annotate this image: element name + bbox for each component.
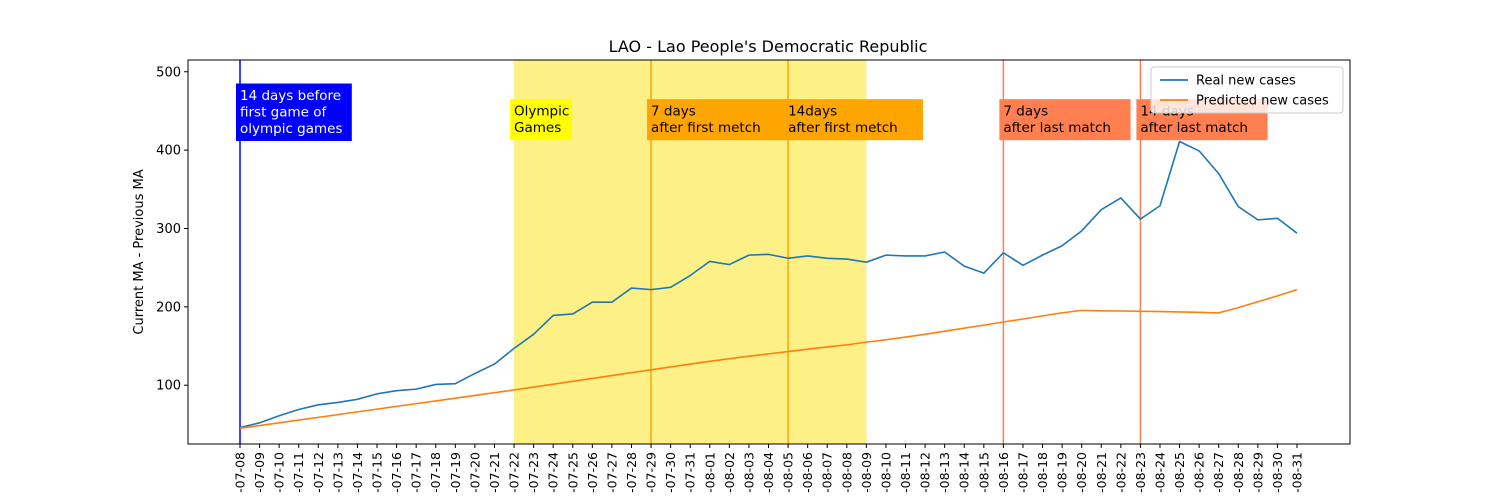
x-tick-label: -07-10: [272, 452, 287, 493]
x-tick-label: -08-31: [1290, 452, 1305, 493]
x-tick-label: -08-14: [957, 452, 972, 493]
annotation-text: Olympic: [514, 104, 569, 120]
x-tick-label: -08-30: [1270, 452, 1285, 493]
x-tick-label: -08-27: [1211, 452, 1226, 493]
x-tick-label: -08-13: [937, 452, 952, 493]
x-tick-label: -07-19: [448, 452, 463, 493]
series-layer: [239, 140, 1298, 430]
annotation-text: after first metch: [788, 120, 898, 136]
x-tick-label: -08-07: [820, 452, 835, 493]
legend-label: Real new cases: [1196, 74, 1296, 89]
annotation-text: 14 days before: [240, 88, 341, 104]
x-tick-label: -08-04: [761, 452, 776, 493]
legend-label: Predicted new cases: [1196, 94, 1329, 109]
annotation-text: 7 days: [651, 104, 696, 120]
x-tick-label: -08-19: [1055, 452, 1070, 493]
x-tick-label: -08-10: [878, 452, 893, 493]
legend: Real new cases Predicted new cases: [1150, 66, 1344, 114]
x-tick-label: -07-27: [604, 452, 619, 493]
y-tick-label: 300: [156, 222, 181, 237]
x-tick-label: -07-11: [291, 452, 306, 493]
annotation-text: 7 days: [1003, 104, 1048, 120]
x-tick-label: -07-31: [683, 452, 698, 493]
x-tick-label: -07-26: [585, 452, 600, 493]
x-tick-label: -08-08: [839, 452, 854, 493]
x-tick-label: -08-09: [859, 452, 874, 493]
x-tick-label: -08-20: [1074, 452, 1089, 493]
x-tick-label: -07-18: [428, 452, 443, 493]
x-tick-label: -08-02: [722, 452, 737, 493]
x-tick-label: -08-05: [781, 452, 796, 493]
x-tick-label: -08-21: [1094, 452, 1109, 493]
x-tick-label: -07-29: [644, 452, 659, 493]
x-tick-label: -07-25: [565, 452, 580, 493]
annotation-background: [784, 99, 923, 141]
x-axis: -07-08 -07-09 -07-10 -07-11 -07-12 -07-13 -07-…: [233, 444, 1305, 493]
x-tick-label: -08-18: [1035, 452, 1050, 493]
x-tick-label: -07-22: [507, 452, 522, 493]
x-tick-label: -08-23: [1133, 452, 1148, 493]
x-tick-label: -08-16: [996, 452, 1011, 493]
annotation-text: first game of: [240, 105, 328, 121]
x-tick-label: -07-13: [330, 452, 345, 493]
y-tick-label: 500: [156, 65, 181, 80]
series-line-real-new-cases: [239, 140, 1298, 429]
x-tick-label: -08-22: [1113, 452, 1128, 493]
x-tick-label: -07-21: [487, 452, 502, 493]
x-tick-label: -08-24: [1152, 452, 1167, 493]
x-tick-label: -08-03: [741, 452, 756, 493]
annotation-background: [510, 99, 572, 141]
annotation-background: [999, 99, 1131, 141]
x-tick-label: -08-11: [898, 452, 913, 493]
annotation-text: Games: [514, 120, 561, 136]
x-tick-label: -08-25: [1172, 452, 1187, 493]
x-tick-label: -07-23: [526, 452, 541, 493]
x-tick-label: -07-08: [233, 452, 248, 493]
x-tick-label: -07-12: [311, 452, 326, 493]
annotation-background: [236, 83, 352, 142]
x-tick-label: -08-12: [918, 452, 933, 493]
x-tick-label: -07-20: [467, 452, 482, 493]
x-tick-label: -07-30: [663, 452, 678, 493]
x-tick-label: -07-28: [624, 452, 639, 493]
x-tick-label: -07-14: [350, 452, 365, 493]
annotation-text: after last match: [1003, 120, 1111, 136]
x-tick-label: -08-01: [702, 452, 717, 493]
y-tick-label: 100: [156, 379, 181, 394]
x-tick-label: -08-06: [800, 452, 815, 493]
x-tick-label: -08-28: [1231, 452, 1246, 493]
annotation-text: after last match: [1140, 120, 1248, 136]
annotation-background: [647, 99, 786, 141]
x-tick-label: -07-24: [546, 452, 561, 493]
annotation-text: after first metch: [651, 120, 761, 136]
x-tick-label: -07-15: [370, 452, 385, 493]
y-tick-label: 200: [156, 300, 181, 315]
x-tick-label: -07-09: [252, 452, 267, 493]
y-axis-label: Current MA - Previous MA: [132, 169, 147, 334]
y-tick-label: 400: [156, 144, 181, 159]
x-tick-label: -08-15: [976, 452, 991, 493]
x-tick-label: -07-17: [409, 452, 424, 493]
annotation-text: olympic games: [240, 121, 343, 137]
annotation-text: 14days: [788, 104, 837, 120]
x-tick-label: -07-16: [389, 452, 404, 493]
chart-title: LAO - Lao People's Democratic Republic: [609, 37, 928, 56]
legend-box: [1150, 66, 1344, 114]
x-tick-label: -08-26: [1192, 452, 1207, 493]
y-axis: 100 200 300 400 500: [156, 65, 188, 394]
series-line-predicted-new-cases: [239, 288, 1298, 430]
x-tick-label: -08-17: [1015, 452, 1030, 493]
x-tick-label: -08-29: [1250, 452, 1265, 493]
